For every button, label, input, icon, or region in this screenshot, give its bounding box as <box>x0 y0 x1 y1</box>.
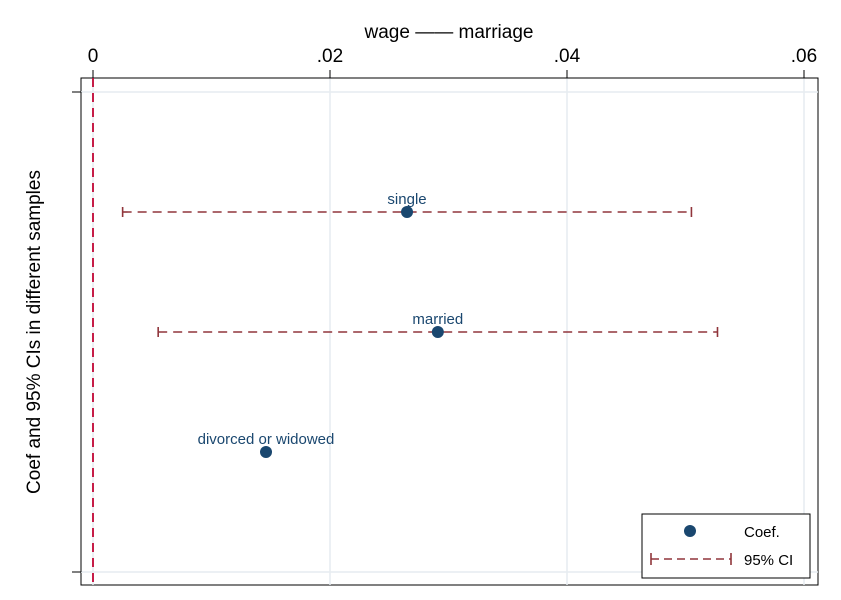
chart-title: wage —— marriage <box>364 22 534 43</box>
legend-ci-label: 95% CI <box>744 552 793 569</box>
x-tick-label: .06 <box>791 46 817 67</box>
x-axis: 0 .02 .04 .06 <box>81 46 818 79</box>
x-tick-label: 0 <box>88 46 99 67</box>
legend-coef-marker <box>684 525 696 537</box>
coef-point <box>260 446 273 458</box>
x-tick-label: .04 <box>554 46 581 67</box>
point-label: married <box>412 311 463 328</box>
coefficient-points <box>260 206 444 458</box>
legend-box <box>641 513 811 579</box>
y-axis-label: Coef and 95% CIs in different samples <box>24 170 45 494</box>
point-labels: single married divorced or widowed <box>198 191 464 448</box>
x-tick-label: .02 <box>317 46 343 67</box>
y-axis <box>72 91 82 573</box>
point-label: divorced or widowed <box>198 431 335 448</box>
point-label: single <box>387 191 426 208</box>
legend-coef-label: Coef. <box>744 524 780 541</box>
legend: Coef. 95% CI <box>641 513 811 579</box>
coef-point <box>401 206 414 218</box>
coef-point <box>431 326 444 338</box>
confidence-intervals <box>121 207 719 337</box>
